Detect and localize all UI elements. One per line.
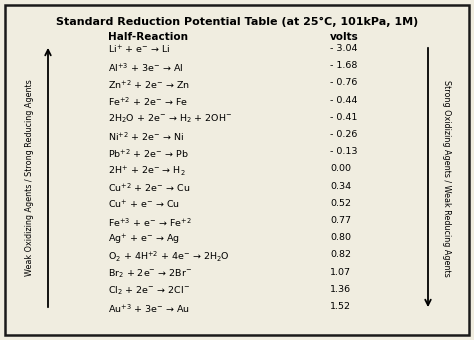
Text: Half-Reaction: Half-Reaction (108, 32, 188, 42)
Text: Weak Oxidizing Agents / Strong Reducing Agents: Weak Oxidizing Agents / Strong Reducing … (26, 80, 35, 276)
Text: Cl$_{2}$ + 2e$^{-}$ → 2Cl$^{-}$: Cl$_{2}$ + 2e$^{-}$ → 2Cl$^{-}$ (108, 285, 190, 297)
Text: 0.34: 0.34 (330, 182, 351, 191)
Text: 0.77: 0.77 (330, 216, 351, 225)
Text: 2H$^{+}$ + 2e$^{-}$ → H$_{2}$: 2H$^{+}$ + 2e$^{-}$ → H$_{2}$ (108, 165, 186, 178)
Text: - 0.13: - 0.13 (330, 147, 357, 156)
Text: Zn$^{+2}$ + 2e$^{-}$ → Zn: Zn$^{+2}$ + 2e$^{-}$ → Zn (108, 79, 190, 91)
Text: Ni$^{+2}$ + 2e$^{-}$ → Ni: Ni$^{+2}$ + 2e$^{-}$ → Ni (108, 130, 184, 142)
Text: - 0.76: - 0.76 (330, 79, 357, 87)
Text: 0.52: 0.52 (330, 199, 351, 208)
Text: 1.07: 1.07 (330, 268, 351, 277)
Text: Fe$^{+3}$ + e$^{-}$ → Fe$^{+2}$: Fe$^{+3}$ + e$^{-}$ → Fe$^{+2}$ (108, 216, 191, 228)
Text: O$_{2}$ + 4H$^{+2}$ + 4e$^{-}$ → 2H$_{2}$O: O$_{2}$ + 4H$^{+2}$ + 4e$^{-}$ → 2H$_{2}… (108, 250, 230, 265)
Text: 0.82: 0.82 (330, 250, 351, 259)
Text: - 3.04: - 3.04 (330, 44, 357, 53)
Text: Ag$^{+}$ + e$^{-}$ → Ag: Ag$^{+}$ + e$^{-}$ → Ag (108, 233, 180, 248)
Text: 2H$_{2}$O + 2e$^{-}$ → H$_{2}$ + 2OH$^{-}$: 2H$_{2}$O + 2e$^{-}$ → H$_{2}$ + 2OH$^{-… (108, 113, 232, 125)
Text: Li$^{+}$ + e$^{-}$ → Li: Li$^{+}$ + e$^{-}$ → Li (108, 44, 171, 56)
Text: 0.80: 0.80 (330, 233, 351, 242)
Text: - 0.26: - 0.26 (330, 130, 357, 139)
Text: Cu$^{+2}$ + 2e$^{-}$ → Cu: Cu$^{+2}$ + 2e$^{-}$ → Cu (108, 182, 191, 194)
Text: Fe$^{+2}$ + 2e$^{-}$ → Fe: Fe$^{+2}$ + 2e$^{-}$ → Fe (108, 96, 188, 108)
Text: 1.52: 1.52 (330, 302, 351, 311)
Text: Pb$^{+2}$ + 2e$^{-}$ → Pb: Pb$^{+2}$ + 2e$^{-}$ → Pb (108, 147, 189, 160)
Text: volts: volts (330, 32, 359, 42)
Text: Au$^{+3}$ + 3e$^{-}$ → Au: Au$^{+3}$ + 3e$^{-}$ → Au (108, 302, 190, 314)
Text: Strong Oxidizing Agents / Weak Reducing Agents: Strong Oxidizing Agents / Weak Reducing … (443, 80, 452, 276)
Text: Standard Reduction Potential Table (at 25°C, 101kPa, 1M): Standard Reduction Potential Table (at 2… (56, 17, 418, 27)
Text: 0.00: 0.00 (330, 165, 351, 173)
Text: - 0.44: - 0.44 (330, 96, 357, 105)
Text: Al$^{+3}$ + 3e$^{-}$ → Al: Al$^{+3}$ + 3e$^{-}$ → Al (108, 61, 183, 74)
Text: 1.36: 1.36 (330, 285, 351, 294)
Text: - 1.68: - 1.68 (330, 61, 357, 70)
Text: Br$_{2}$ + 2e$^{-}$ → 2Br$^{-}$: Br$_{2}$ + 2e$^{-}$ → 2Br$^{-}$ (108, 268, 192, 280)
Text: - 0.41: - 0.41 (330, 113, 357, 122)
Text: Cu$^{+}$ + e$^{-}$ → Cu: Cu$^{+}$ + e$^{-}$ → Cu (108, 199, 180, 211)
